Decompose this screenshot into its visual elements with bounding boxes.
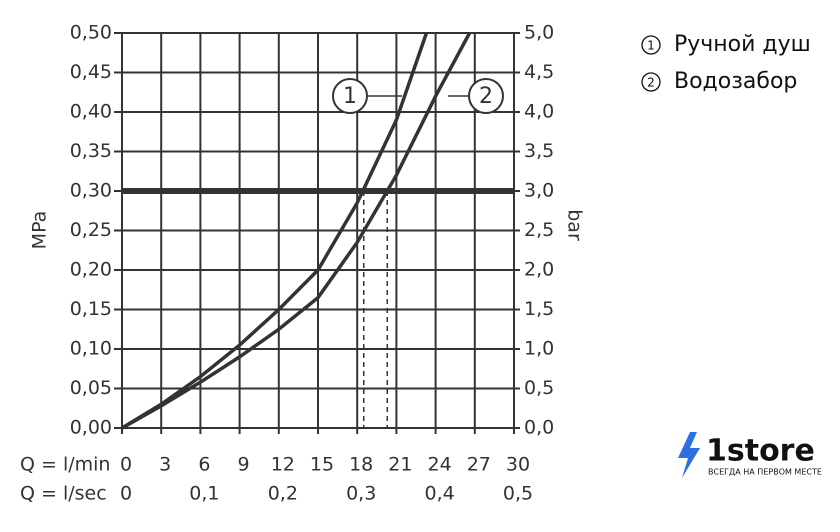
x-tick-label: 27 — [467, 454, 491, 476]
legend-circle — [641, 72, 661, 92]
y-tick-label: 0,25 — [70, 219, 112, 241]
y2-tick-label: 0,0 — [524, 417, 554, 439]
y2-axis-label: bar — [564, 209, 586, 241]
series-marker: 2 — [479, 84, 493, 109]
legend-marker: 1 — [647, 39, 655, 53]
x2-tick-label: 0,5 — [503, 483, 533, 505]
logo-name: 1store — [706, 434, 815, 469]
legend-label: Ручной душ — [674, 32, 811, 57]
y2-tick-label: 4,5 — [524, 61, 554, 83]
legend-circle — [641, 35, 661, 55]
x-tick-label: 0 — [120, 454, 132, 476]
y-tick-label: 0,10 — [70, 338, 112, 360]
series-line — [121, 32, 472, 430]
y-tick-label: 0,15 — [70, 298, 112, 320]
legend-marker: 2 — [647, 76, 655, 90]
x2-tick-label: 0 — [120, 483, 132, 505]
y-axis-label: MPa — [29, 211, 51, 250]
y-tick-label: 0,05 — [70, 377, 112, 399]
logo-tagline: ВСЕГДА НА ПЕРВОМ МЕСТЕ — [708, 468, 822, 477]
x2-tick-label: 0,3 — [346, 483, 376, 505]
x-tick-label: 24 — [428, 454, 452, 476]
y-tick-label: 0,35 — [70, 140, 112, 162]
x2-tick-label: 0,2 — [268, 483, 298, 505]
marker-circle — [468, 78, 504, 114]
y2-tick-label: 1,0 — [524, 338, 554, 360]
x2-tick-label: 0,4 — [424, 483, 454, 505]
series-line — [121, 32, 429, 430]
y2-tick-label: 3,5 — [524, 140, 554, 162]
x-axis-label: Q = l/min — [20, 454, 110, 476]
x-tick-label: 6 — [198, 454, 210, 476]
y2-tick-label: 2,5 — [524, 219, 554, 241]
x2-tick-label: 0,1 — [189, 483, 219, 505]
y-tick-label: 0,30 — [70, 180, 112, 202]
logo-icon — [678, 432, 700, 478]
x-tick-label: 12 — [271, 454, 295, 476]
logo: 1store ВСЕГДА НА ПЕРВОМ МЕСТЕ — [678, 432, 822, 478]
x-tick-label: 21 — [388, 454, 412, 476]
y2-tick-label: 3,0 — [524, 180, 554, 202]
legend-label: Водозабор — [674, 69, 797, 94]
series-marker: 1 — [343, 84, 357, 109]
y-tick-label: 0,20 — [70, 259, 112, 281]
x-tick-label: 3 — [159, 454, 171, 476]
y2-tick-label: 2,0 — [524, 259, 554, 281]
y2-tick-label: 4,0 — [524, 101, 554, 123]
marker-circle — [332, 78, 368, 114]
y-tick-label: 0,00 — [70, 417, 112, 439]
y2-tick-label: 1,5 — [524, 298, 554, 320]
x-tick-label: 18 — [349, 454, 373, 476]
y-tick-label: 0,50 — [70, 22, 112, 44]
x-tick-label: 9 — [238, 454, 250, 476]
x-tick-label: 15 — [310, 454, 334, 476]
y2-tick-label: 0,5 — [524, 377, 554, 399]
y-tick-label: 0,40 — [70, 101, 112, 123]
y-tick-label: 0,45 — [70, 61, 112, 83]
x-tick-label: 30 — [506, 454, 530, 476]
y2-tick-label: 5,0 — [524, 22, 554, 44]
x2-axis-label: Q = l/sec — [20, 483, 107, 505]
